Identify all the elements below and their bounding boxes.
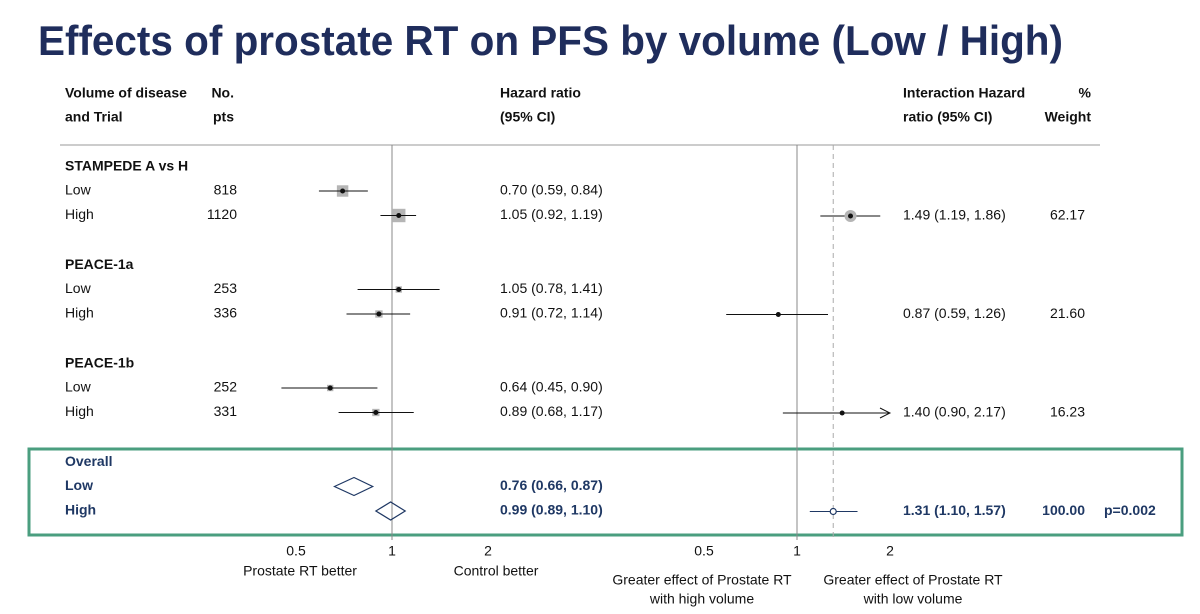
- slide-title: Effects of prostate RT on PFS by volume …: [38, 17, 1063, 64]
- column-header: ratio (95% CI): [903, 109, 992, 125]
- weight-label: 16.23: [1050, 404, 1085, 420]
- row-label: High: [65, 305, 94, 321]
- summary-diamond: [333, 476, 375, 497]
- hr-ci-label: 0.99 (0.89, 1.10): [500, 502, 603, 518]
- axis-label: Greater effect of Prostate RT: [823, 572, 1003, 588]
- column-header: (95% CI): [500, 109, 555, 125]
- column-header: No.: [211, 85, 234, 101]
- ci-arrow: [879, 407, 892, 419]
- axis-label: Greater effect of Prostate RT: [612, 572, 792, 588]
- row-label: High: [65, 206, 94, 222]
- column-header: and Trial: [65, 109, 123, 125]
- hr-point: [396, 287, 402, 292]
- x-tick-label: 1: [388, 543, 396, 559]
- patient-count: 336: [214, 305, 238, 321]
- hr-ci-label: 1.05 (0.78, 1.41): [500, 280, 603, 296]
- column-header: Interaction Hazard: [903, 85, 1025, 101]
- x-tick-label: 1: [793, 543, 801, 559]
- group-label: Overall: [65, 453, 112, 469]
- row-label: Low: [65, 182, 92, 198]
- interaction-label: 0.87 (0.59, 1.26): [903, 305, 1006, 321]
- axis-label: with low volume: [863, 591, 963, 607]
- hr-ci-label: 0.89 (0.68, 1.17): [500, 403, 603, 419]
- interaction-label: 1.31 (1.10, 1.57): [903, 502, 1006, 518]
- weight-label: 21.60: [1050, 305, 1085, 321]
- summary-diamond: [374, 501, 407, 521]
- axis-label: Control better: [454, 563, 539, 579]
- interaction-label: 1.40 (0.90, 2.17): [903, 404, 1006, 420]
- overall-highlight: [27, 447, 1184, 537]
- hr-ci-label: 0.91 (0.72, 1.14): [500, 305, 603, 321]
- weight-label: 62.17: [1050, 207, 1085, 223]
- group-label: STAMPEDE A vs H: [65, 158, 188, 174]
- hr-point: [340, 188, 346, 194]
- row-label: High: [65, 502, 96, 518]
- x-tick-label: 2: [484, 543, 492, 559]
- hr-point: [396, 213, 402, 218]
- interaction-point: [775, 312, 781, 317]
- hr-point: [373, 410, 379, 415]
- patient-count: 1120: [207, 206, 237, 222]
- interaction-label: 1.49 (1.19, 1.86): [903, 207, 1006, 223]
- column-header: Weight: [1045, 109, 1092, 125]
- x-tick-label: 0.5: [694, 543, 714, 559]
- row-label: Low: [65, 280, 92, 296]
- patient-count: 331: [214, 403, 238, 419]
- axis-label: with high volume: [649, 591, 754, 607]
- patient-count: 818: [214, 182, 238, 198]
- x-tick-label: 2: [886, 543, 894, 559]
- weight-label: 100.00: [1042, 502, 1085, 518]
- row-label: Low: [65, 477, 93, 493]
- column-header: %: [1079, 85, 1092, 101]
- hr-ci-label: 0.70 (0.59, 0.84): [500, 182, 603, 198]
- group-label: PEACE-1b: [65, 355, 134, 371]
- hr-ci-label: 0.64 (0.45, 0.90): [500, 379, 603, 395]
- patient-count: 253: [214, 280, 238, 296]
- column-header: Hazard ratio: [500, 85, 581, 101]
- p-value: p=0.002: [1104, 502, 1156, 518]
- axis-label: Prostate RT better: [243, 563, 357, 579]
- row-label: High: [65, 403, 94, 419]
- group-label: PEACE-1a: [65, 256, 134, 272]
- interaction-point: [829, 507, 837, 516]
- column-header: pts: [213, 109, 234, 125]
- interaction-point: [848, 213, 854, 219]
- patient-count: 252: [214, 379, 238, 395]
- hr-ci-label: 0.76 (0.66, 0.87): [500, 477, 603, 493]
- row-label: Low: [65, 379, 92, 395]
- interaction-point: [839, 410, 845, 416]
- column-header: Volume of disease: [65, 85, 187, 101]
- x-tick-label: 0.5: [286, 543, 306, 559]
- hr-ci-label: 1.05 (0.92, 1.19): [500, 206, 603, 222]
- hr-point: [327, 385, 333, 391]
- hr-point: [376, 311, 382, 317]
